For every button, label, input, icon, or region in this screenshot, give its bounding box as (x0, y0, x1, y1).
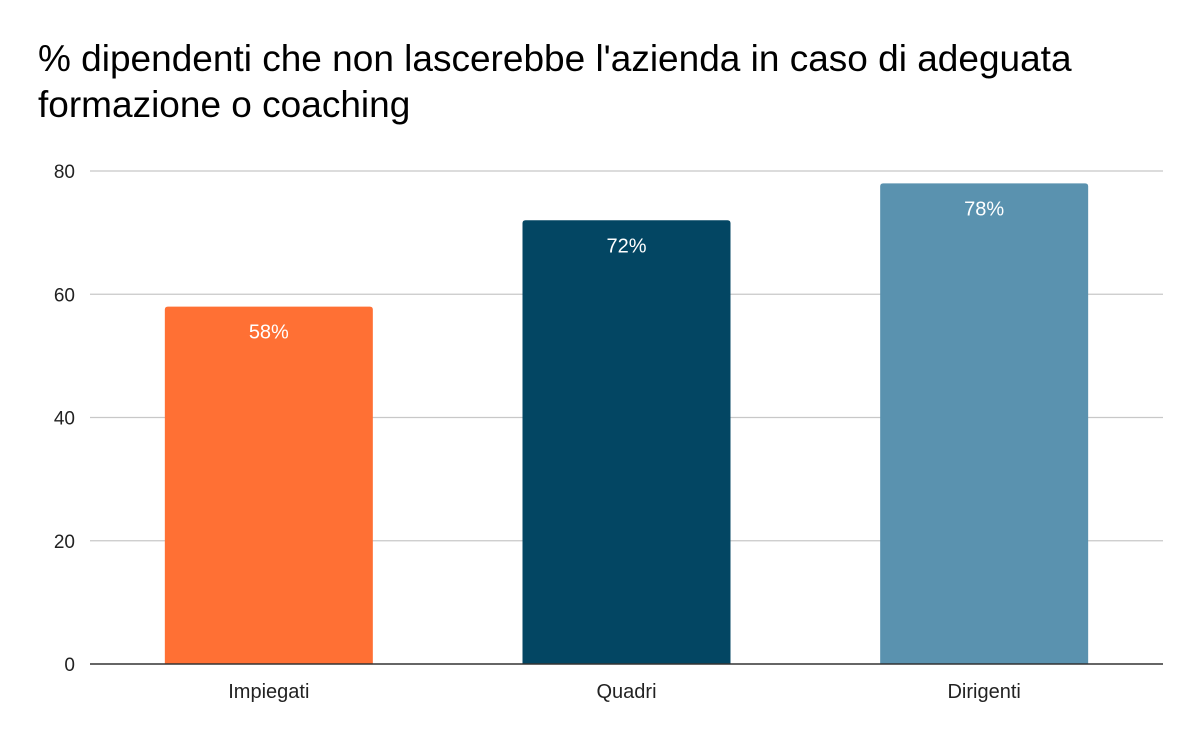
y-tick-label: 80 (54, 162, 75, 183)
x-tick-label: Impiegati (228, 681, 309, 703)
y-tick-label: 40 (54, 409, 75, 430)
x-tick-label: Quadri (596, 681, 656, 703)
y-tick-label: 0 (64, 655, 75, 676)
y-tick-label: 20 (54, 532, 75, 553)
data-label: 72% (606, 235, 646, 257)
chart-title: % dipendenti che non lascerebbe l'aziend… (38, 38, 1072, 125)
data-label: 58% (249, 322, 289, 344)
bar (880, 183, 1089, 664)
bar (522, 220, 731, 665)
y-tick-label: 60 (54, 285, 75, 306)
bar (164, 306, 373, 664)
x-tick-label: Dirigenti (947, 681, 1020, 703)
data-label: 78% (964, 198, 1004, 220)
